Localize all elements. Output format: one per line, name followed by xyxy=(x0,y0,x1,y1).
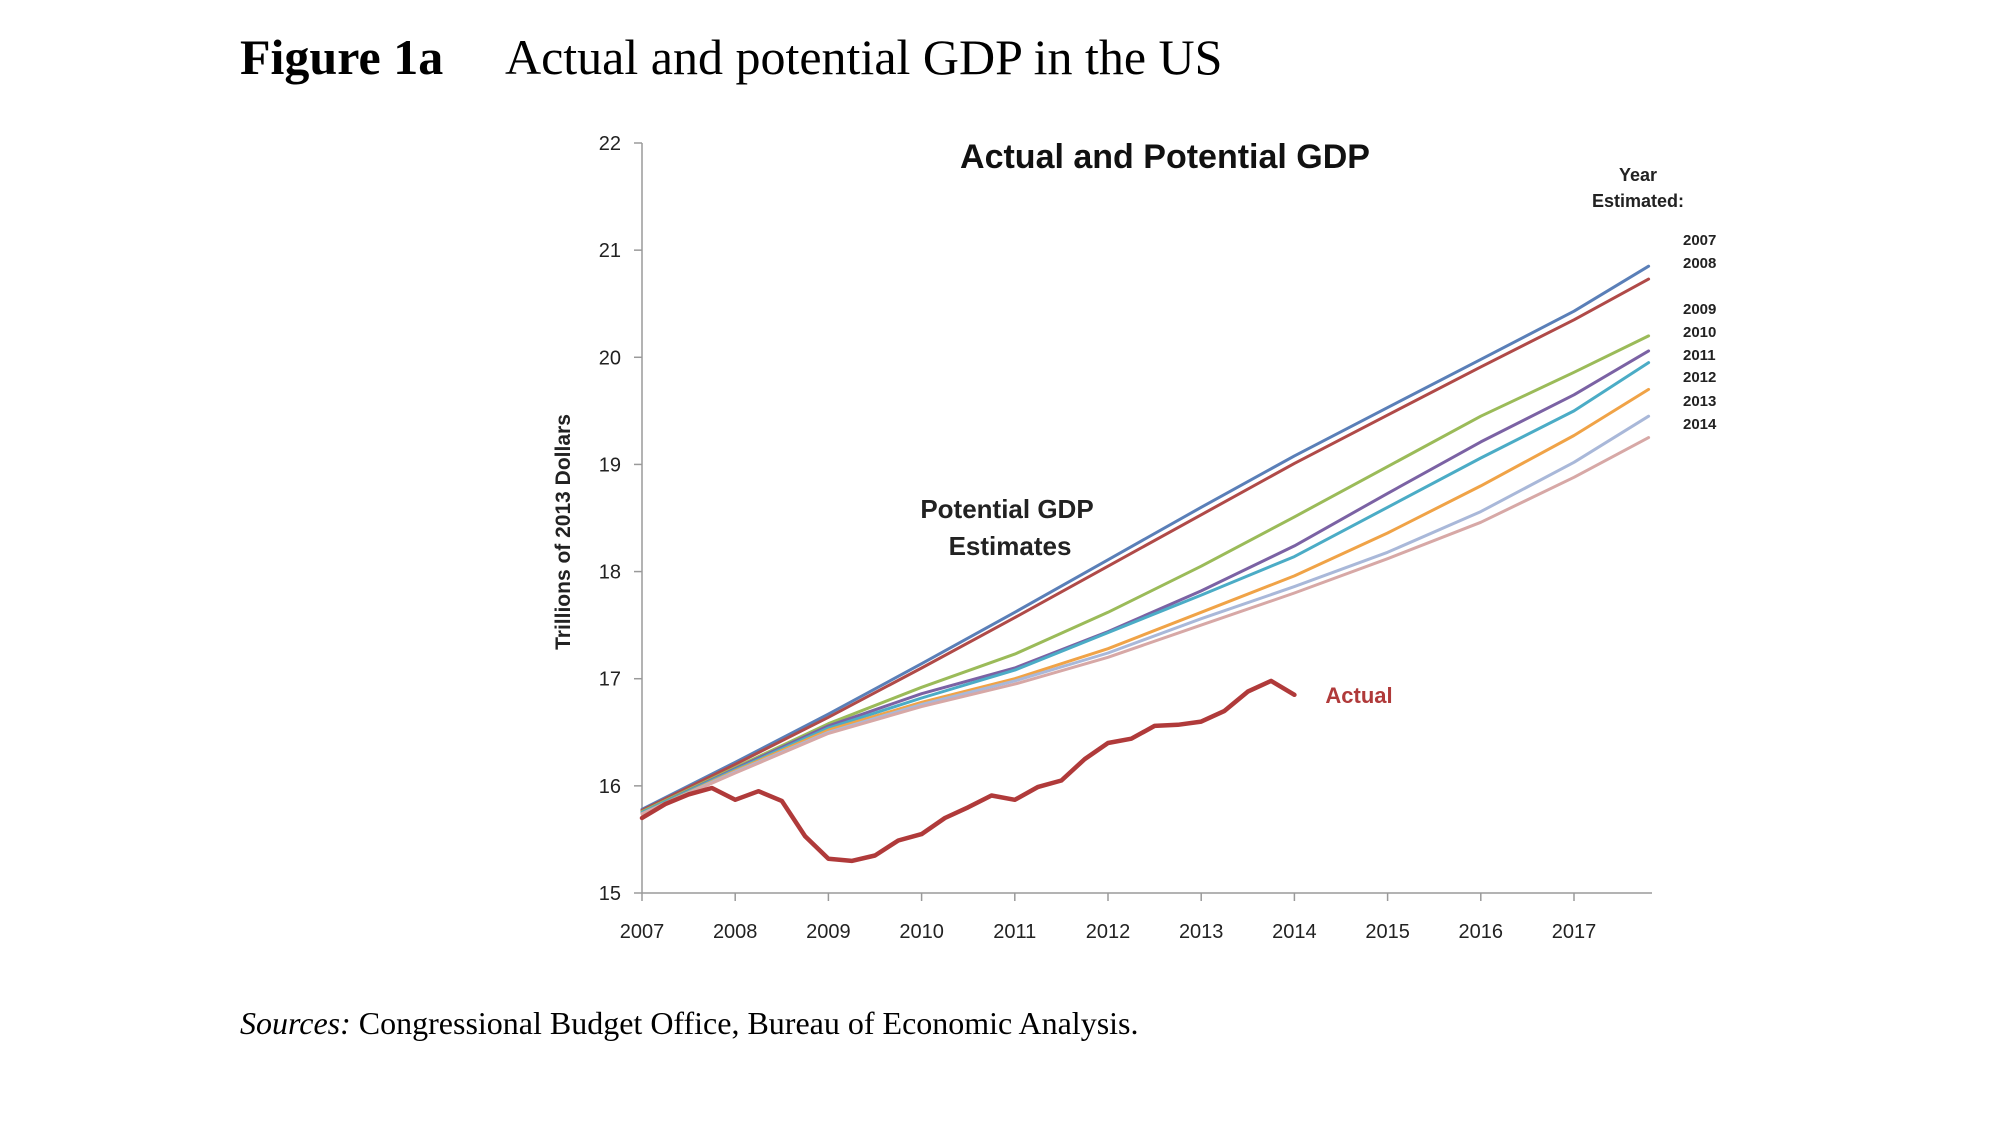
x-tick-label: 2014 xyxy=(1272,921,1317,943)
y-tick-label: 17 xyxy=(599,669,621,691)
series-label-2011: 2011 xyxy=(1683,347,1716,364)
y-tick-label: 16 xyxy=(599,776,621,798)
figure-heading: Figure 1a Actual and potential GDP in th… xyxy=(240,28,1222,86)
y-tick-label: 15 xyxy=(599,883,621,905)
figure-caption: Actual and potential GDP in the US xyxy=(504,29,1223,85)
x-tick-label: 2009 xyxy=(806,921,851,943)
series-label-2008: 2008 xyxy=(1683,255,1716,272)
y-tick-label: 22 xyxy=(599,133,621,155)
series-line-2008 xyxy=(640,277,1651,812)
y-tick-label: 21 xyxy=(599,240,621,262)
series-line-2009 xyxy=(640,334,1651,814)
y-tick-label: 19 xyxy=(599,454,621,476)
x-tick-label: 2010 xyxy=(899,921,944,943)
series-label-2009: 2009 xyxy=(1683,301,1716,318)
y-tick-label: 18 xyxy=(599,562,621,584)
potential-gdp-annotation-line-1: Potential GDP xyxy=(920,494,1093,524)
x-tick-label: 2011 xyxy=(993,921,1036,943)
series-line-2010 xyxy=(640,349,1651,815)
x-tick-label: 2013 xyxy=(1179,921,1224,943)
figure-number: Figure 1a xyxy=(240,29,444,85)
x-tick-label: 2016 xyxy=(1459,921,1504,943)
y-axis-label: Trillions of 2013 Dollars xyxy=(552,414,575,650)
series-label-2012: 2012 xyxy=(1683,369,1716,386)
x-tick-label: 2007 xyxy=(620,921,665,943)
series-label-2010: 2010 xyxy=(1683,324,1716,341)
series-line-actual xyxy=(639,678,1297,864)
chart-title: Actual and Potential GDP xyxy=(960,138,1370,176)
x-tick-label: 2012 xyxy=(1086,921,1131,943)
series-line-2012 xyxy=(640,387,1651,816)
series-label-2014: 2014 xyxy=(1683,416,1717,433)
series-label-2013: 2013 xyxy=(1683,393,1716,410)
series-line-2007 xyxy=(640,264,1651,811)
y-tick-label: 20 xyxy=(599,347,621,369)
series-label-2007: 2007 xyxy=(1683,232,1716,249)
sources-lead: Sources: xyxy=(240,1005,351,1041)
sources-note: Sources: Congressional Budget Office, Bu… xyxy=(240,1005,1138,1042)
x-tick-label: 2008 xyxy=(713,921,758,943)
sources-text: Congressional Budget Office, Bureau of E… xyxy=(358,1005,1139,1041)
legend-title-line-2: Estimated: xyxy=(1592,191,1684,211)
potential-gdp-annotation-line-2: Estimates xyxy=(949,531,1072,561)
legend-title-line-1: Year xyxy=(1619,165,1657,185)
x-tick-label: 2015 xyxy=(1365,921,1410,943)
series-line-2011 xyxy=(640,361,1651,815)
series-label-actual: Actual xyxy=(1325,683,1392,708)
series-line-2014 xyxy=(640,436,1651,816)
x-tick-label: 2017 xyxy=(1552,921,1597,943)
